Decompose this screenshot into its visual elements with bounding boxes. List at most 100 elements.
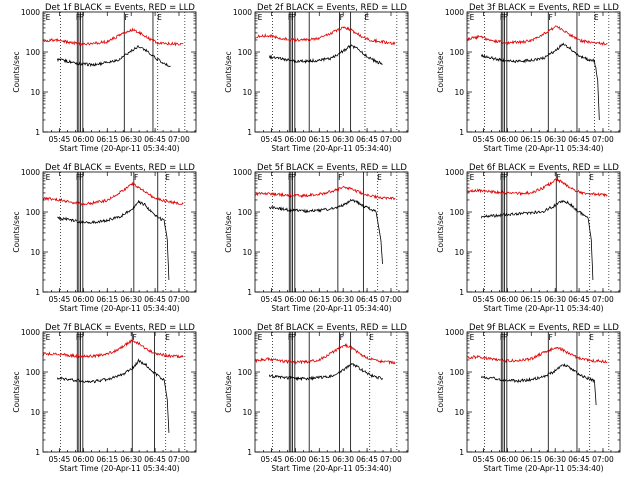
lld-series-line: [42, 27, 184, 47]
x-tick-label: 06:15: [308, 455, 330, 464]
marker-letter: E: [165, 173, 170, 182]
marker-letter: E: [594, 13, 599, 22]
y-tick-label: 1000: [233, 328, 252, 337]
x-tick-label: 07:00: [168, 295, 190, 304]
lld-series-line: [42, 181, 184, 206]
y-tick-label: 10: [454, 88, 464, 97]
plot-frame: [466, 171, 621, 293]
lld-series-line: [254, 185, 396, 201]
marker-letter: F: [556, 173, 560, 182]
x-tick-label: 06:15: [308, 135, 330, 144]
marker-letter: F: [132, 333, 136, 342]
y-tick-label: 10: [454, 248, 464, 257]
marker-letter: E: [165, 333, 170, 342]
marker-letter: F: [124, 13, 128, 22]
x-tick-label: 06:45: [144, 295, 166, 304]
x-tick-label: 07:00: [380, 135, 402, 144]
x-tick-label: 06:30: [544, 295, 566, 304]
marker-letter: F: [79, 333, 83, 342]
y-tick-label: 1: [459, 288, 464, 297]
marker-letter: F: [500, 173, 504, 182]
y-tick-label: 100: [450, 368, 465, 377]
detector-panel-9: Det 9f BLACK = Events, RED = LLD 1 10 100 10…: [436, 323, 621, 473]
y-tick-label: 100: [26, 48, 41, 57]
plot-frame: [42, 171, 197, 293]
marker-letter: F: [500, 13, 504, 22]
y-tick-label: 1: [459, 128, 464, 137]
plot-frame: [254, 11, 409, 133]
events-series-line: [56, 44, 171, 68]
y-axis-label: Counts/sec: [224, 51, 233, 92]
y-tick-label: 100: [450, 48, 465, 57]
marker-letter: F: [291, 13, 295, 22]
detector-panel-3: Det 3f BLACK = Events, RED = LLD 1 10 100 10…: [436, 3, 621, 153]
plot-frame: [254, 171, 409, 293]
x-tick-label: 07:00: [592, 135, 614, 144]
y-axis-label: Counts/sec: [12, 371, 21, 412]
events-series-line: [268, 362, 383, 382]
x-axis-label: Start Time (20-Apr-11 05:34:40): [59, 144, 179, 153]
events-series-line: [480, 42, 600, 121]
panel-title: Det 8f BLACK = Events, RED = LLD: [257, 323, 407, 333]
y-tick-label: 10: [242, 248, 252, 257]
x-tick-label: 06:00: [285, 295, 307, 304]
events-series-line: [480, 363, 597, 406]
events-series-line: [57, 199, 170, 281]
marker-letter: F: [288, 13, 292, 22]
x-axis-label: Start Time (20-Apr-11 05:34:40): [483, 304, 603, 313]
marker-letter: F: [503, 333, 507, 342]
y-tick-label: 10: [30, 88, 40, 97]
x-tick-label: 06:15: [520, 135, 542, 144]
marker-letter: E: [470, 173, 475, 182]
marker-letter: E: [46, 173, 51, 182]
y-tick-label: 1000: [233, 8, 252, 17]
marker-letter: F: [548, 333, 552, 342]
marker-letter: E: [377, 173, 382, 182]
y-tick-label: 100: [238, 208, 253, 217]
y-tick-label: 10: [30, 408, 40, 417]
x-tick-label: 07:00: [380, 295, 402, 304]
x-tick-label: 05:45: [261, 295, 283, 304]
x-axis-label: Start Time (20-Apr-11 05:34:40): [483, 144, 603, 153]
marker-letter: F: [291, 333, 295, 342]
marker-letter: E: [364, 13, 369, 22]
marker-letter: F: [500, 333, 504, 342]
lld-series-line: [466, 346, 608, 364]
x-tick-label: 06:00: [285, 135, 307, 144]
marker-letter: F: [340, 333, 344, 342]
x-tick-label: 06:00: [285, 455, 307, 464]
x-tick-label: 06:45: [568, 135, 590, 144]
marker-letter: E: [258, 173, 263, 182]
x-tick-label: 06:45: [568, 295, 590, 304]
x-tick-label: 06:00: [73, 295, 95, 304]
plot-frame: [466, 11, 621, 133]
lld-series-line: [466, 177, 608, 198]
y-tick-label: 1: [247, 448, 252, 457]
plot-frame: [466, 331, 621, 453]
x-tick-label: 05:45: [261, 135, 283, 144]
events-series-line: [56, 358, 170, 433]
x-tick-label: 06:45: [356, 455, 378, 464]
lld-series-line: [466, 25, 608, 47]
lld-series-line: [42, 338, 184, 359]
x-tick-label: 06:15: [96, 295, 118, 304]
y-tick-label: 1000: [233, 168, 252, 177]
marker-letter: F: [288, 173, 292, 182]
y-tick-label: 10: [454, 408, 464, 417]
x-tick-label: 06:30: [332, 135, 354, 144]
marker-letter: F: [291, 173, 295, 182]
detector-panel-2: Det 2f BLACK = Events, RED = LLD 1 10 100 10…: [224, 3, 409, 153]
y-tick-label: 1: [247, 288, 252, 297]
detector-panel-8: Det 8f BLACK = Events, RED = LLD 1 10 100 10…: [224, 323, 409, 473]
x-axis-label: Start Time (20-Apr-11 05:34:40): [271, 464, 391, 473]
x-tick-label: 06:00: [497, 455, 519, 464]
y-tick-label: 100: [238, 48, 253, 57]
panel-title: Det 7f BLACK = Events, RED = LLD: [45, 323, 195, 333]
y-tick-label: 1000: [21, 8, 40, 17]
x-tick-label: 07:00: [592, 295, 614, 304]
y-axis-label: Counts/sec: [12, 211, 21, 252]
marker-letter: F: [288, 333, 292, 342]
x-tick-label: 05:45: [261, 455, 283, 464]
x-tick-label: 06:30: [544, 455, 566, 464]
